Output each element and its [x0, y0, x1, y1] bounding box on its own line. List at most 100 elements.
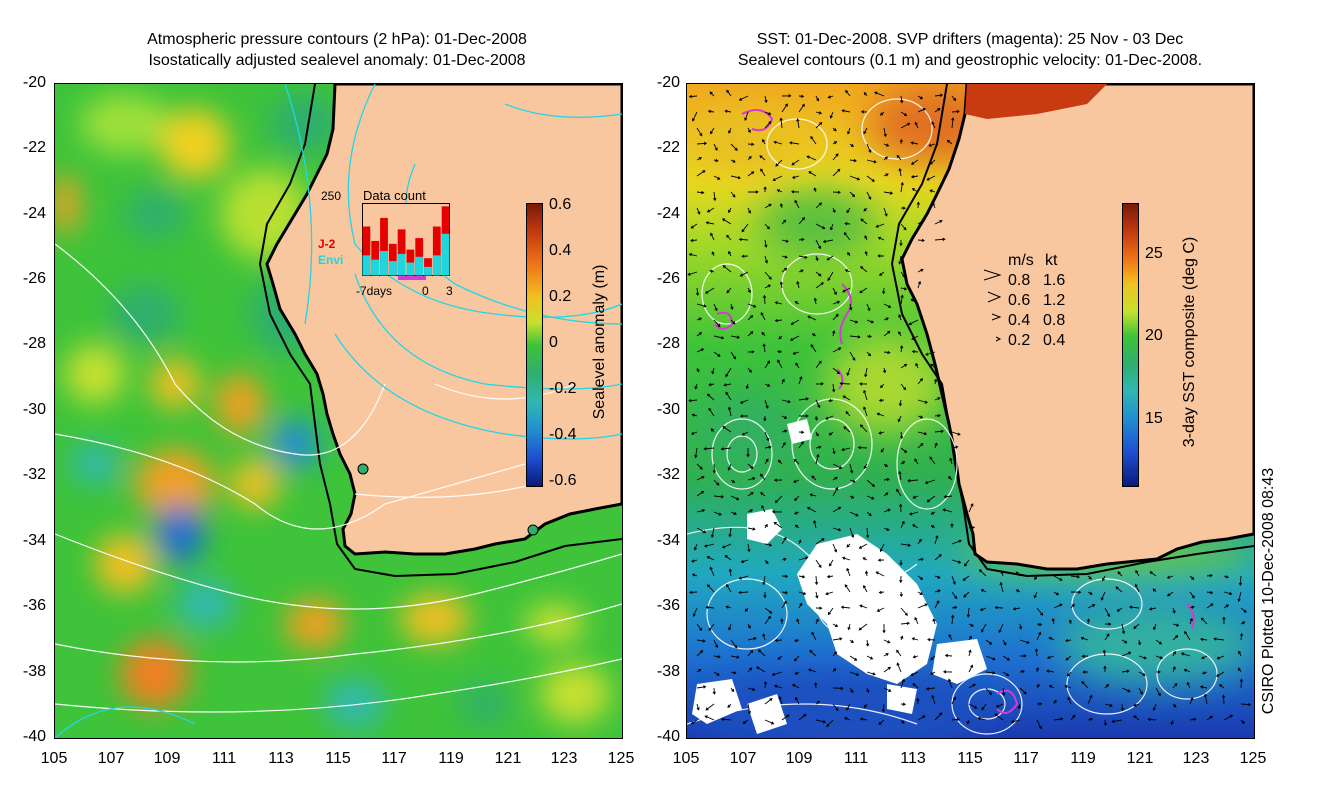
right-x-tick: 121 [1126, 750, 1154, 767]
velocity-arrow [900, 621, 910, 626]
velocity-legend-header-kt: kt [1045, 252, 1058, 269]
right-y-tick: -32 [656, 466, 680, 483]
velocity-legend-arrows [983, 269, 1002, 342]
velocity-arrow [844, 717, 851, 721]
velocity-arrow [771, 671, 783, 676]
velocity-arrow [703, 543, 715, 548]
velocity-arrow [705, 221, 715, 225]
velocity-arrow [832, 330, 836, 337]
velocity-arrow [844, 222, 851, 226]
velocity-arrow [883, 508, 891, 513]
velocity-arrow [1201, 655, 1208, 660]
velocity-arrow [713, 335, 725, 340]
velocity-arrow [882, 623, 886, 634]
velocity-arrow [929, 159, 936, 165]
velocity-arrow [761, 505, 766, 513]
velocity-arrow [934, 535, 939, 545]
velocity-arrow [924, 479, 936, 485]
velocity-arrow [730, 159, 736, 163]
velocity-arrow [866, 671, 876, 676]
velocity-arrow [866, 319, 874, 324]
left-x-tick: 119 [438, 750, 464, 767]
velocity-arrow [863, 91, 868, 97]
velocity-arrow [900, 223, 907, 231]
velocity-arrow [917, 443, 924, 449]
tide-station-marker[interactable] [357, 463, 369, 475]
velocity-arrow [738, 590, 749, 595]
tide-station-marker[interactable] [527, 524, 539, 536]
velocity-arrow [744, 111, 749, 121]
velocity-arrow [1213, 637, 1225, 641]
velocity-arrow [774, 638, 783, 643]
velocity-arrow [1133, 703, 1140, 707]
velocity-arrow [1019, 687, 1027, 695]
velocity-arrow [1133, 715, 1140, 721]
velocity-arrow [951, 559, 962, 564]
velocity-arrow [696, 170, 706, 177]
velocity-arrow [1117, 571, 1123, 577]
velocity-arrow [977, 716, 987, 721]
velocity-arrow [730, 303, 734, 310]
velocity-arrow [1238, 650, 1242, 657]
velocity-arrow [1104, 684, 1110, 689]
velocity-arrow [968, 683, 976, 689]
velocity-arrow [863, 389, 868, 401]
velocity-arrow [813, 519, 817, 529]
velocity-arrow [942, 670, 953, 674]
velocity-arrow [860, 266, 868, 273]
velocity-arrow [844, 269, 851, 273]
velocity-arrow [897, 415, 902, 423]
velocity-arrow [846, 367, 851, 376]
velocity-arrow [764, 111, 772, 116]
sealevel-contours [687, 98, 1218, 735]
velocity-arrow [859, 382, 868, 386]
velocity-arrow [711, 367, 715, 375]
velocity-arrow [898, 255, 902, 265]
velocity-arrow [798, 591, 807, 596]
velocity-arrow [968, 649, 972, 657]
right-x-tick: 113 [900, 750, 926, 767]
velocity-arrow [815, 399, 821, 409]
velocity-arrow [832, 313, 839, 321]
velocity-arrow [1015, 589, 1021, 593]
velocity-arrow [807, 668, 817, 673]
right-y-tick: -40 [656, 728, 680, 745]
velocity-arrow [1137, 639, 1142, 646]
velocity-arrow [1183, 668, 1191, 673]
sst-map[interactable] [686, 83, 1255, 739]
legend-envi-label: Envi [318, 253, 344, 267]
velocity-arrow [925, 686, 936, 691]
envi-count-bar [406, 262, 415, 276]
velocity-arrow [951, 539, 962, 545]
velocity-arrow [1036, 607, 1044, 616]
right-y-tick: -30 [656, 401, 680, 418]
velocity-arrow [878, 719, 885, 726]
velocity-arrow [728, 623, 732, 631]
velocity-arrow [762, 138, 766, 145]
velocity-arrow [690, 223, 698, 229]
velocity-arrow [796, 280, 800, 289]
velocity-arrow [793, 655, 800, 662]
velocity-arrow [696, 463, 703, 470]
velocity-arrow [728, 127, 732, 134]
left-y-tick: -40 [22, 728, 46, 745]
velocity-arrow [947, 678, 953, 689]
velocity-arrow [781, 267, 788, 273]
velocity-arrow [882, 287, 886, 295]
velocity-arrow [900, 271, 906, 278]
velocity-arrow [760, 311, 766, 321]
velocity-arrow [815, 239, 822, 250]
velocity-arrow [692, 607, 698, 617]
velocity-arrow [860, 424, 868, 433]
velocity-legend-ms: 0.2 [1008, 332, 1031, 349]
velocity-arrow [1239, 632, 1244, 641]
velocity-arrow [1100, 591, 1106, 601]
velocity-arrow [708, 382, 715, 387]
velocity-arrow [910, 671, 919, 676]
velocity-arrow [985, 671, 996, 675]
velocity-arrow [883, 156, 888, 161]
velocity-arrow [772, 175, 783, 181]
velocity-arrow [994, 713, 1004, 721]
velocity-arrow [1053, 717, 1064, 721]
velocity-arrow [706, 207, 715, 213]
